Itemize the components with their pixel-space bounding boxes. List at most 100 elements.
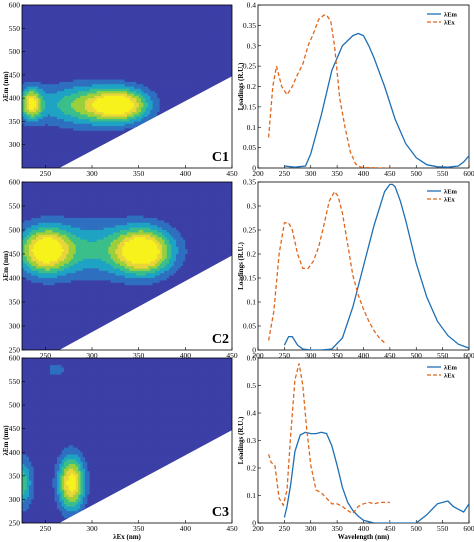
eem-cell xyxy=(80,123,84,127)
eem-cell xyxy=(26,72,30,76)
eem-cell xyxy=(171,74,175,78)
eem-cell xyxy=(178,16,182,20)
eem-cell xyxy=(143,60,147,64)
eem-cell xyxy=(64,63,67,67)
eem-cell xyxy=(43,77,46,81)
eem-cell xyxy=(66,135,70,139)
eem-cell xyxy=(29,58,32,62)
eem-cell xyxy=(145,5,149,8)
eem-cell xyxy=(78,46,81,50)
eem-cell xyxy=(120,95,123,99)
eem-cell xyxy=(66,28,70,32)
eem-cell xyxy=(129,107,133,111)
eem-cell xyxy=(78,5,81,8)
eem-cell xyxy=(40,165,44,168)
eem-cell xyxy=(99,56,102,60)
eem-cell xyxy=(89,58,93,62)
eem-cell xyxy=(124,25,128,29)
eem-cell xyxy=(169,60,172,64)
eem-cell xyxy=(122,28,126,32)
eem-cell xyxy=(50,86,53,90)
eem-cell xyxy=(22,46,25,50)
eem-cell xyxy=(47,49,51,53)
eem-cell xyxy=(71,49,74,53)
eem-cell xyxy=(145,32,149,36)
eem-cell xyxy=(22,84,25,87)
eem-cell xyxy=(38,46,42,50)
eem-cell xyxy=(71,21,74,25)
eem-cell xyxy=(157,70,161,74)
eem-cell xyxy=(52,7,56,11)
eem-cell xyxy=(85,114,88,118)
eem-cell xyxy=(24,114,28,118)
eem-cell xyxy=(38,161,42,164)
eem-cell xyxy=(185,70,189,74)
eem-cell xyxy=(54,67,58,71)
eem-cell xyxy=(169,53,172,57)
eem-cell xyxy=(75,116,79,120)
eem-cell xyxy=(26,56,30,60)
eem-cell xyxy=(78,81,81,85)
eem-cell xyxy=(124,53,128,57)
eem-cell xyxy=(71,98,74,101)
eem-cell xyxy=(31,100,35,104)
eem-cell xyxy=(134,102,137,106)
eem-cell xyxy=(155,37,158,41)
eem-cell xyxy=(54,39,58,43)
eem-cell xyxy=(110,51,114,55)
eem-cell xyxy=(101,56,105,60)
eem-cell xyxy=(71,158,74,162)
eem-cell xyxy=(187,25,191,29)
eem-cell xyxy=(173,84,177,87)
eem-cell xyxy=(54,128,58,132)
eem-cell xyxy=(61,126,65,129)
eem-cell xyxy=(87,70,91,74)
eem-cell xyxy=(85,128,88,132)
eem-cell xyxy=(94,35,98,39)
eem-cell xyxy=(136,30,140,34)
eem-cell xyxy=(92,51,95,55)
eem-cell xyxy=(108,84,112,87)
eem-cell xyxy=(54,102,58,106)
eem-cell xyxy=(106,44,109,48)
eem-cell xyxy=(73,93,77,97)
eem-cell xyxy=(134,109,137,113)
eem-cell xyxy=(78,123,81,127)
eem-cell xyxy=(136,88,140,92)
eem-cell xyxy=(101,119,105,122)
eem-cell xyxy=(138,119,142,122)
eem-cell xyxy=(127,35,130,39)
eem-cell xyxy=(22,11,25,15)
eem-cell xyxy=(155,114,158,118)
eem-cell xyxy=(57,112,60,115)
eem-cell xyxy=(94,42,98,46)
eem-cell xyxy=(64,30,67,34)
eem-cell xyxy=(75,126,79,129)
eem-cell xyxy=(73,151,77,155)
eem-cell xyxy=(40,39,44,43)
eem-cell xyxy=(101,98,105,101)
eem-cell xyxy=(143,93,147,97)
eem-cell xyxy=(78,116,81,120)
eem-cell xyxy=(85,25,88,29)
eem-cell xyxy=(71,121,74,125)
eem-cell xyxy=(117,105,121,108)
eem-cell xyxy=(129,35,133,39)
eem-cell xyxy=(176,74,179,78)
eem-cell xyxy=(141,116,144,120)
eem-cell xyxy=(110,79,114,83)
eem-cell xyxy=(115,32,119,36)
eem-cell xyxy=(173,67,177,71)
eem-cell xyxy=(176,93,179,97)
eem-cell xyxy=(64,67,67,71)
eem-cell xyxy=(80,105,84,108)
eem-cell xyxy=(26,161,30,164)
eem-cell xyxy=(31,21,35,25)
eem-cell xyxy=(64,147,67,150)
eem-cell xyxy=(59,91,63,94)
eem-cell xyxy=(162,28,165,32)
eem-cell xyxy=(92,84,95,87)
eem-cell xyxy=(36,70,39,74)
eem-cell xyxy=(148,30,151,34)
eem-cell xyxy=(33,154,37,157)
